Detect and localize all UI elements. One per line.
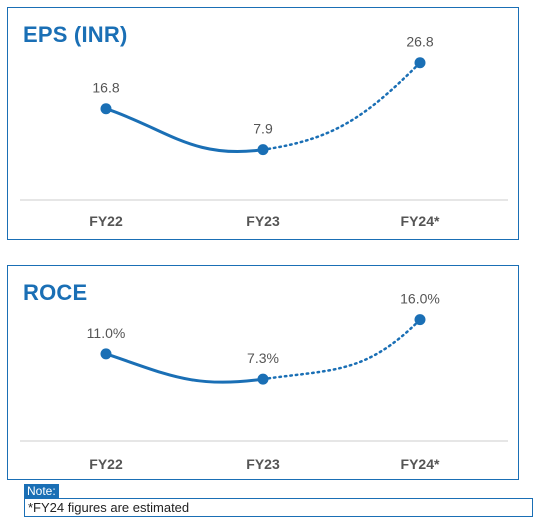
roce-point-fy24: [414, 314, 426, 326]
eps-point-fy23: [257, 144, 269, 156]
roce-value-label: 16.0%: [400, 291, 440, 307]
roce-chart-panel: ROCE 11.0% FY22 7.3% FY23 16.0% FY24*: [7, 265, 519, 480]
roce-actual-line: [104, 352, 265, 384]
eps-value-label: 26.8: [406, 34, 433, 50]
roce-estimated-line: [261, 318, 422, 381]
eps-chart-panel: EPS (INR) 16.8 FY22 7.9 FY23 26.8 FY24*: [7, 7, 519, 240]
roce-chart-plot: 11.0% FY22 7.3% FY23 16.0% FY24*: [20, 291, 508, 472]
eps-x-tick-label: FY22: [89, 213, 123, 229]
roce-chart-title: ROCE: [23, 280, 88, 305]
note-text: *FY24 figures are estimated: [24, 498, 533, 517]
roce-value-label: 11.0%: [87, 325, 126, 341]
eps-estimated-line: [261, 61, 422, 151]
roce-point-fy23: [257, 373, 269, 385]
roce-value-label: 7.3%: [247, 350, 279, 366]
eps-x-tick-label: FY24*: [401, 213, 440, 229]
eps-actual-line: [104, 107, 265, 154]
roce-x-tick-label: FY24*: [401, 456, 440, 472]
roce-point-fy22: [100, 348, 112, 360]
eps-x-tick-label: FY23: [246, 213, 280, 229]
roce-x-tick-label: FY22: [89, 456, 123, 472]
eps-value-label: 7.9: [253, 121, 273, 137]
eps-value-label: 16.8: [92, 80, 119, 96]
roce-x-tick-label: FY23: [246, 456, 280, 472]
eps-chart-plot: 16.8 FY22 7.9 FY23 26.8 FY24*: [20, 34, 508, 229]
eps-point-fy24: [414, 57, 426, 69]
eps-point-fy22: [100, 103, 112, 115]
eps-chart-title: EPS (INR): [23, 22, 128, 47]
note-label: Note:: [24, 484, 59, 498]
